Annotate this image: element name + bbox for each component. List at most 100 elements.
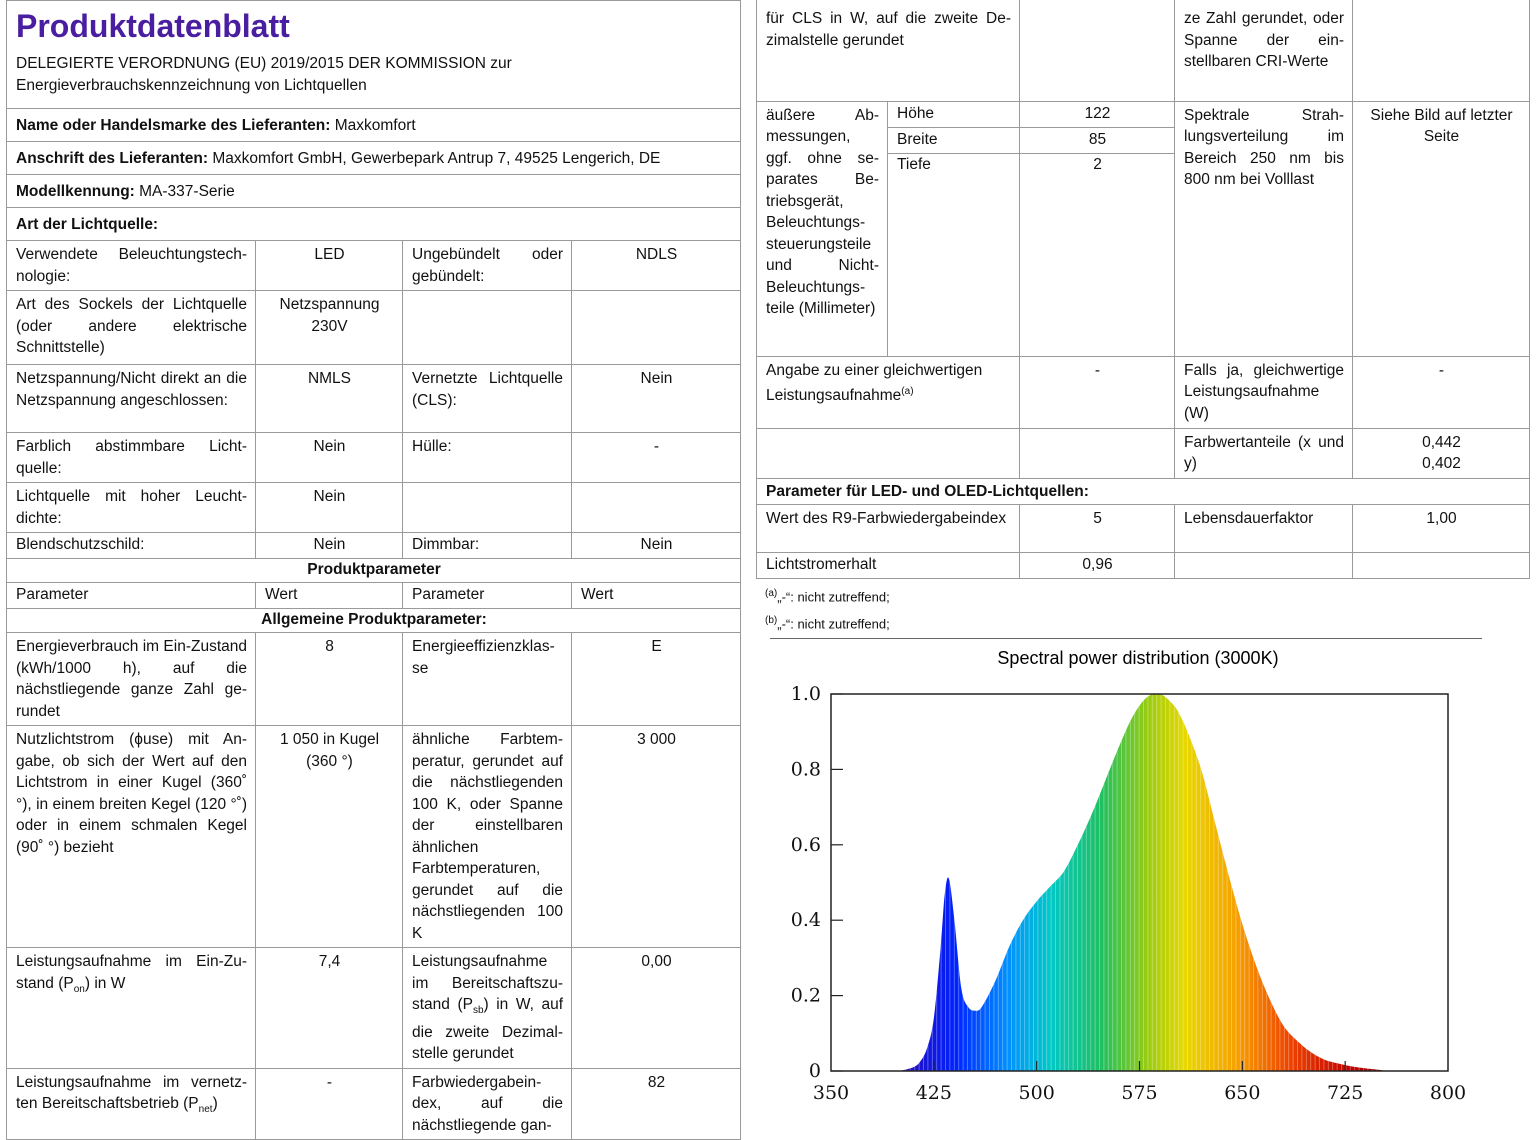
general-value: 1 050 in Ku­gel (360 °) [255, 725, 403, 948]
page-title: Produktdatenblatt [16, 8, 290, 44]
subscript: sb [472, 1005, 484, 1017]
type-param: Lichtquelle mit hoher Leucht­dichte: [6, 482, 256, 533]
y-tick-label: 0.8 [791, 758, 821, 780]
type-param: Dimmbar: [402, 532, 572, 559]
supplier-value: Maxkomfort [334, 117, 416, 134]
column-header: Parameter [402, 582, 572, 609]
equivalent-power-w-label: Falls ja, gleichwerti­ge Leistungsaufnah… [1174, 355, 1353, 429]
empty-cell [1019, 427, 1175, 479]
spectral-label: Spektrale Strah­lungsverteilung im Berei… [1174, 100, 1353, 357]
general-param: Nutzlichtstrom (ϕuse) mit An­gabe, ob si… [6, 725, 256, 948]
x-tick-label: 500 [1019, 1082, 1055, 1104]
general-param: Leistungsaufnahme im Ein-Zu­stand (Pon) … [6, 947, 256, 1069]
chromaticity-x: 0,442 [1422, 433, 1461, 451]
type-value: Nein [255, 532, 403, 559]
left-column: Produktdatenblatt DELEGIERTE VERORDNUNG … [6, 0, 741, 1140]
model-label: Modellkennung: [16, 183, 135, 200]
footnote-a: (a)„-“: nicht zutreffend; [765, 586, 890, 605]
general-value: 3 000 [571, 725, 741, 948]
x-tick-label: 425 [916, 1082, 952, 1104]
type-value: Nein [255, 432, 403, 483]
datasheet-table-right: für CLS in W, auf die zweite De­zimalste… [756, 0, 1530, 579]
supplier-row: Name oder Handelsmarke des Lieferanten: … [6, 108, 741, 142]
column-header: Parameter [6, 582, 256, 609]
type-value [571, 482, 741, 533]
type-value: Nein [571, 364, 741, 433]
supplier-label: Name oder Handelsmarke des Lieferanten: [16, 117, 331, 134]
general-param-text-tail: ) in W [84, 974, 126, 992]
equivalent-power-label: Angabe zu einer gleichwertigen Leistungs… [756, 355, 1020, 429]
subscript: on [73, 983, 85, 995]
r9-label: Wert des R9-Farbwiedergabein­dex [756, 503, 1020, 553]
footnote-b: (b)„-“: nicht zutreffend; [765, 613, 890, 632]
dimension-name: Höhe [887, 100, 1020, 128]
equivalent-power-value: - [1019, 355, 1175, 429]
dimension-value: 2 [1019, 152, 1175, 357]
footnote-ref: (a) [901, 386, 914, 397]
x-tick-label: 800 [1430, 1082, 1466, 1104]
type-param [402, 482, 572, 533]
spectrum-area [899, 693, 1387, 1071]
general-value: 8 [255, 632, 403, 726]
address-value: Maxkomfort GmbH, Gewerbepark Antrup 7, 4… [212, 150, 661, 167]
x-tick-label: 350 [813, 1082, 849, 1104]
separator-line [770, 638, 1482, 639]
type-value: Nein [255, 482, 403, 533]
type-param: Netzspannung/Nicht direkt an die Netzspa… [6, 364, 256, 433]
empty-cell [1019, 0, 1175, 102]
r9-value: 5 [1019, 503, 1175, 553]
dimension-name: Breite [887, 126, 1020, 154]
type-param: Art des Sockels der Lichtquelle (oder an… [6, 290, 256, 365]
empty-cell [756, 427, 1020, 479]
general-param: Leistungsaufnahme im Bereitschaftszu­sta… [402, 947, 572, 1069]
spectral-value: Siehe Bild auf letzter Seite [1352, 100, 1530, 357]
lifetime-label: Lebensdauerfaktor [1174, 503, 1353, 553]
regulation-text: DELEGIERTE VERORDNUNG (EU) 2019/2015 DER… [16, 55, 512, 94]
empty-cell [1352, 0, 1530, 102]
chromaticity-values: 0,442 0,402 [1352, 427, 1530, 479]
lumen-maintenance-label: Lichtstromerhalt [756, 551, 1020, 579]
footnote-marker: (a) [765, 588, 778, 599]
type-param: Verwendete Beleuchtungstech­nologie: [6, 240, 256, 291]
x-tick-label: 725 [1327, 1082, 1363, 1104]
general-value: 0,00 [571, 947, 741, 1069]
spectrum-layer [899, 693, 1387, 1071]
general-value: 7,4 [255, 947, 403, 1069]
light-type-heading: Art der Lichtquelle: [6, 207, 741, 241]
footnote-text: „-“: nicht zutreffend; [777, 616, 890, 632]
datasheet-table-left: Produktdatenblatt DELEGIERTE VERORDNUNG … [6, 0, 741, 1140]
general-param: Farbwiedergabein­dex, auf die nächstlieg… [402, 1067, 572, 1140]
type-value: NDLS [571, 240, 741, 291]
y-tick-label: 0.6 [791, 834, 821, 856]
footnote-text: „-“: nicht zutreffend; [777, 589, 890, 605]
cls-continuation: für CLS in W, auf die zweite De­zimalste… [756, 0, 1020, 102]
type-param: Blendschutzschild: [6, 532, 256, 559]
x-tick-label: 650 [1224, 1082, 1260, 1104]
right-column: für CLS in W, auf die zweite De­zimalste… [756, 0, 1530, 579]
model-row: Modellkennung: MA-337-Serie [6, 174, 741, 208]
general-param-text-tail: ) [212, 1095, 218, 1113]
column-header: Wert [255, 582, 403, 609]
dimension-name: Tiefe [887, 152, 1020, 357]
type-value: Nein [571, 532, 741, 559]
dimensions-label: äußere Ab­messungen, ggf. ohne se­parate… [756, 100, 888, 357]
subscript: net [198, 1104, 213, 1116]
dimension-value: 85 [1019, 126, 1175, 154]
type-value [571, 290, 741, 365]
axis-layer: 0 0.2 0.4 0.6 0.8 1.0 350 425 500 575 650 725 800 [791, 683, 1466, 1104]
type-value: LED [255, 240, 403, 291]
lifetime-value: 1,00 [1352, 503, 1530, 553]
empty-cell [1174, 551, 1353, 579]
general-value: E [571, 632, 741, 726]
general-param-text: Leistungsaufnahme im Bereitschaftszu­sta… [412, 953, 563, 1013]
general-param: Energieeffizienzklas­se [402, 632, 572, 726]
chart-title: Spectral power distribution (3000K) [997, 648, 1278, 668]
general-param: Leistungsaufnahme im vernetz­ten Bereits… [6, 1067, 256, 1140]
general-param-text: Leistungsaufnahme im Ein-Zu­stand (P [16, 953, 247, 992]
address-label: Anschrift des Lieferanten: [16, 150, 209, 167]
y-tick-label: 0.4 [791, 909, 821, 931]
type-value: NMLS [255, 364, 403, 433]
chromaticity-label: Farbwertanteile (x und y) [1174, 427, 1353, 479]
type-param: Farblich abstimmbare Licht­quelle: [6, 432, 256, 483]
led-params-heading: Parameter für LED- und OLED-Lichtquellen… [756, 477, 1530, 505]
